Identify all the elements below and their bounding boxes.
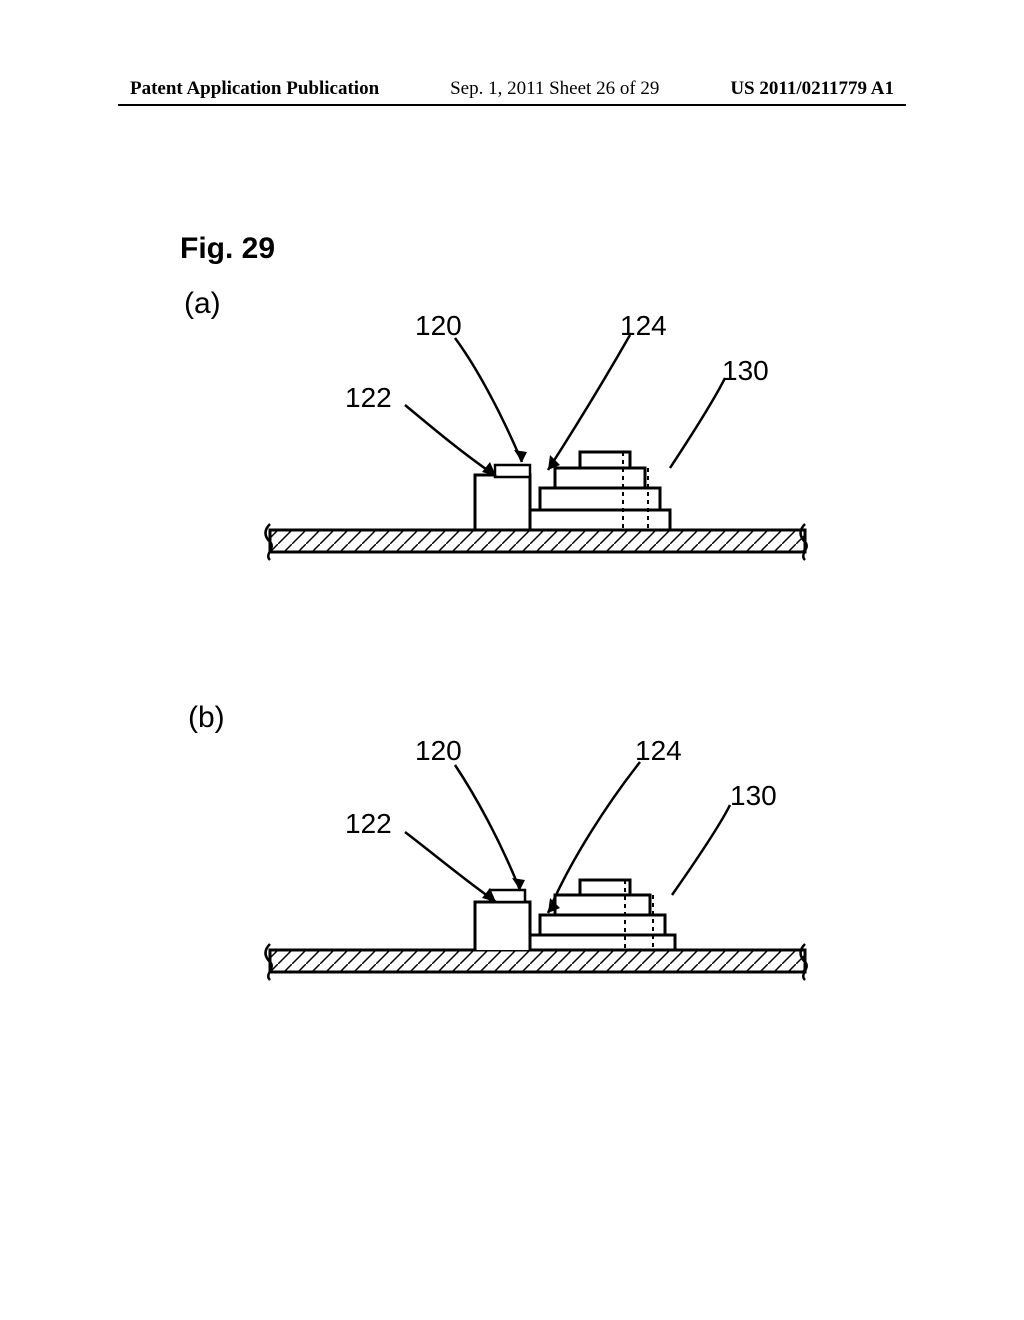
header-date-sheet: Sep. 1, 2011 Sheet 26 of 29	[450, 78, 659, 100]
ref-label-122-b: 122	[345, 808, 392, 840]
ref-label-120-a: 120	[415, 310, 462, 342]
diagram-a: 120 122 124 130	[250, 320, 830, 600]
header-publication-type: Patent Application Publication	[130, 78, 379, 100]
ref-label-124-b: 124	[635, 735, 682, 767]
ref-label-122-a: 122	[345, 382, 392, 414]
subfigure-b-label: (b)	[188, 701, 225, 735]
subfigure-a-label: (a)	[184, 287, 221, 321]
header-publication-number: US 2011/0211779 A1	[730, 78, 894, 100]
ref-label-130-b: 130	[730, 780, 777, 812]
ref-label-124-a: 124	[620, 310, 667, 342]
header-underline	[118, 104, 906, 106]
ref-label-130-a: 130	[722, 355, 769, 387]
page-header: Patent Application Publication Sep. 1, 2…	[0, 78, 1024, 100]
figure-title: Fig. 29	[180, 232, 275, 266]
ref-label-120-b: 120	[415, 735, 462, 767]
diagram-b: 120 122 124 130	[250, 740, 830, 1020]
